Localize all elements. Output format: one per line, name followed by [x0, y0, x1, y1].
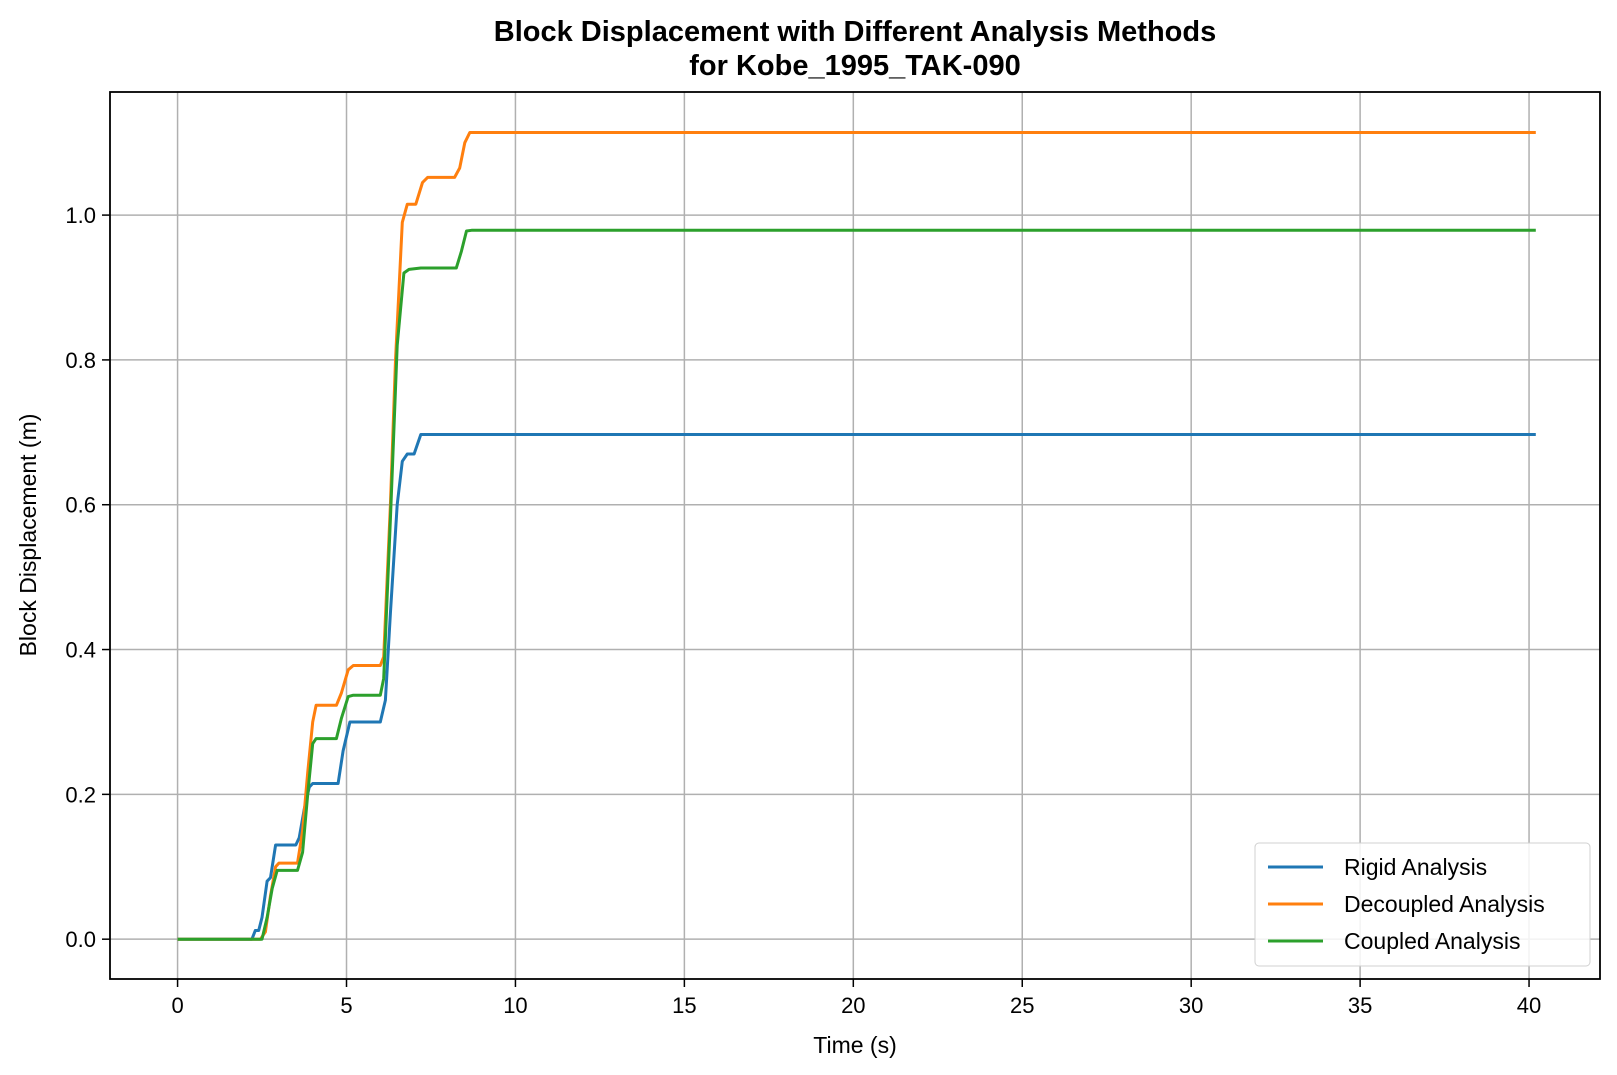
legend-label-1: Rigid Analysis [1344, 854, 1487, 880]
plot-frame [109, 91, 1601, 980]
chart-subtitle: for Kobe_1995_TAK-090 [689, 50, 1020, 82]
legend-box [1254, 842, 1591, 967]
x-tick-label: 25 [1010, 993, 1034, 1018]
y-tick-label: 0.2 [65, 782, 96, 807]
y-axis-label: Block Displacement (m) [15, 414, 41, 657]
series-line-2 [177, 131, 1536, 941]
x-tick-label: 40 [1517, 993, 1541, 1018]
x-tick-label: 30 [1179, 993, 1203, 1018]
y-tick-label: 0.6 [65, 493, 96, 518]
y-tick-label: 0.8 [65, 348, 96, 373]
legend: Rigid Analysis Decoupled Analysis Coupled … [1254, 842, 1591, 967]
series-line-1 [177, 433, 1536, 941]
series-line-3 [177, 228, 1536, 941]
chart-title: Block Displacement with Different Analys… [494, 16, 1216, 48]
x-tick-label: 35 [1348, 993, 1372, 1018]
legend-label-3: Coupled Analysis [1344, 928, 1520, 954]
x-tick-label: 15 [672, 993, 696, 1018]
x-tick-label: 0 [171, 993, 183, 1018]
plot-area [177, 131, 1536, 941]
x-axis-label: Time (s) [813, 1032, 896, 1058]
legend-label-2: Decoupled Analysis [1344, 891, 1545, 917]
x-tick-label: 5 [340, 993, 352, 1018]
y-tick-label: 0.0 [65, 927, 96, 952]
y-tick-label: 0.4 [65, 638, 96, 663]
y-tick-label: 1.0 [65, 203, 96, 228]
axis-ticks: 0 5 10 15 20 25 30 35 40 0.0 0.2 0.4 0.6 0.8 1.0 [65, 203, 1541, 1018]
x-tick-label: 10 [503, 993, 527, 1018]
x-tick-label: 20 [841, 993, 865, 1018]
